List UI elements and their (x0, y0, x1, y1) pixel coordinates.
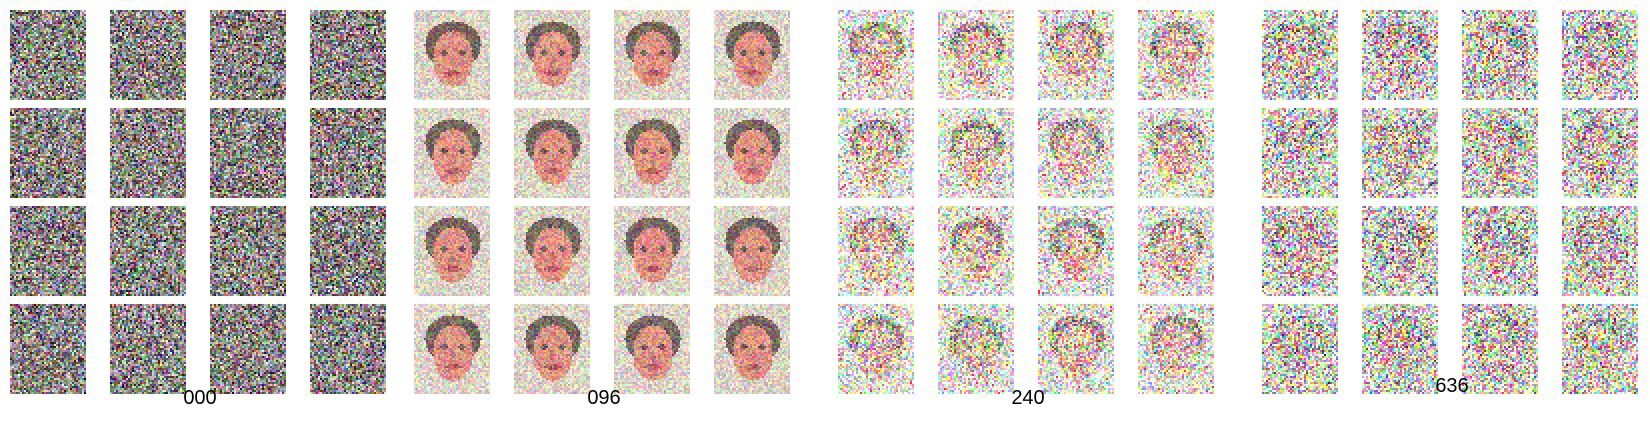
sample-thumbnail (414, 108, 490, 198)
sample-thumbnail (1462, 108, 1538, 198)
panel-000-label: 000 (10, 386, 390, 410)
panel-636-label: 636 (1262, 374, 1642, 398)
sample-thumbnail (938, 10, 1014, 100)
sample-thumbnail (614, 10, 690, 100)
sample-thumbnail (514, 206, 590, 296)
sample-thumbnail (414, 10, 490, 100)
sample-thumbnail (938, 206, 1014, 296)
sample-thumbnail (210, 304, 286, 394)
sample-thumbnail (310, 206, 386, 296)
panel-636: 636 (1262, 0, 1642, 434)
panel-240-label: 240 (838, 386, 1218, 410)
sample-thumbnail (10, 206, 86, 296)
sample-thumbnail (1562, 108, 1638, 198)
sample-thumbnail (10, 108, 86, 198)
sample-thumbnail (110, 206, 186, 296)
panel-240: 240 (838, 0, 1218, 434)
sample-thumbnail (1262, 10, 1338, 100)
sample-thumbnail (714, 108, 790, 198)
sample-thumbnail (938, 304, 1014, 394)
sample-thumbnail (110, 304, 186, 394)
sample-thumbnail (210, 206, 286, 296)
sample-thumbnail (1038, 304, 1114, 394)
sample-thumbnail (614, 108, 690, 198)
sample-thumbnail (10, 10, 86, 100)
sample-thumbnail (1038, 10, 1114, 100)
panel-096: 096 (414, 0, 794, 434)
sample-thumbnail (1362, 108, 1438, 198)
panel-096-label: 096 (414, 386, 794, 410)
sample-thumbnail (1362, 206, 1438, 296)
sample-thumbnail (1362, 10, 1438, 100)
sample-thumbnail (1262, 108, 1338, 198)
sample-thumbnail (1038, 108, 1114, 198)
sample-thumbnail (514, 108, 590, 198)
sample-thumbnail (514, 10, 590, 100)
sample-thumbnail (514, 304, 590, 394)
sample-thumbnail (414, 304, 490, 394)
sample-thumbnail (10, 304, 86, 394)
sample-thumbnail (614, 206, 690, 296)
panel-096-grid (414, 10, 794, 396)
sample-thumbnail (714, 10, 790, 100)
sample-thumbnail (838, 10, 914, 100)
sample-thumbnail (1138, 206, 1214, 296)
sample-thumbnail (210, 10, 286, 100)
panel-000-grid (10, 10, 390, 396)
sample-thumbnail (210, 108, 286, 198)
sample-thumbnail (838, 304, 914, 394)
sample-thumbnail (110, 108, 186, 198)
panel-000: 000 (10, 0, 390, 434)
sample-thumbnail (310, 304, 386, 394)
sample-thumbnail (838, 108, 914, 198)
sample-thumbnail (714, 304, 790, 394)
sample-thumbnail (614, 304, 690, 394)
sample-thumbnail (838, 206, 914, 296)
sample-thumbnail (310, 10, 386, 100)
sample-thumbnail (1462, 10, 1538, 100)
sample-thumbnail (1138, 108, 1214, 198)
sample-thumbnail (1562, 206, 1638, 296)
sample-thumbnail (714, 206, 790, 296)
panel-240-grid (838, 10, 1218, 396)
panel-636-grid (1262, 10, 1642, 396)
sample-thumbnail (1562, 10, 1638, 100)
sample-thumbnail (938, 108, 1014, 198)
sample-thumbnail (310, 108, 386, 198)
sample-thumbnail (110, 10, 186, 100)
sample-thumbnail (1138, 304, 1214, 394)
sample-thumbnail (1262, 206, 1338, 296)
sample-thumbnail (1038, 206, 1114, 296)
sample-thumbnail (1462, 206, 1538, 296)
sample-thumbnail (414, 206, 490, 296)
sample-thumbnail (1138, 10, 1214, 100)
